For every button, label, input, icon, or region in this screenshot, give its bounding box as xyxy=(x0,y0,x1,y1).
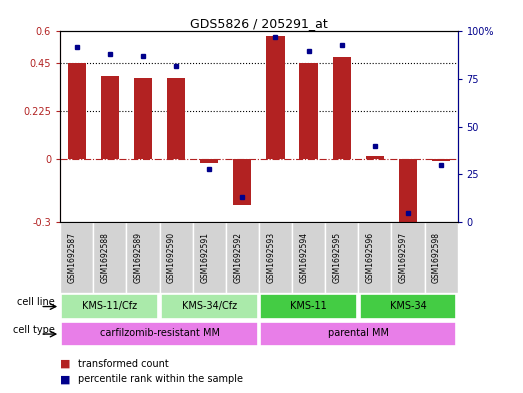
Bar xyxy=(366,156,384,158)
Bar xyxy=(391,222,425,293)
Text: GSM1692597: GSM1692597 xyxy=(399,232,408,283)
Bar xyxy=(226,222,259,293)
Text: KMS-34: KMS-34 xyxy=(390,301,426,311)
Text: GSM1692593: GSM1692593 xyxy=(266,232,276,283)
Bar xyxy=(192,222,226,293)
Bar xyxy=(134,78,152,158)
Text: GSM1692589: GSM1692589 xyxy=(134,232,143,283)
Text: GSM1692588: GSM1692588 xyxy=(101,232,110,283)
Bar xyxy=(260,321,456,347)
Bar xyxy=(93,222,127,293)
Text: KMS-11: KMS-11 xyxy=(290,301,327,311)
Text: KMS-11/Cfz: KMS-11/Cfz xyxy=(82,301,138,311)
Title: GDS5826 / 205291_at: GDS5826 / 205291_at xyxy=(190,17,328,30)
Text: GSM1692592: GSM1692592 xyxy=(233,232,242,283)
Bar xyxy=(200,158,218,163)
Text: carfilzomib-resistant MM: carfilzomib-resistant MM xyxy=(99,329,220,338)
Text: GSM1692595: GSM1692595 xyxy=(333,232,342,283)
Text: ■: ■ xyxy=(60,374,71,384)
Bar xyxy=(62,321,257,347)
Text: GSM1692598: GSM1692598 xyxy=(432,232,441,283)
Bar xyxy=(62,294,158,319)
Text: cell type: cell type xyxy=(13,325,55,335)
Text: GSM1692594: GSM1692594 xyxy=(300,232,309,283)
Text: GSM1692590: GSM1692590 xyxy=(167,232,176,283)
Bar xyxy=(167,78,185,158)
Text: parental MM: parental MM xyxy=(328,329,389,338)
Text: transformed count: transformed count xyxy=(78,358,169,369)
Bar xyxy=(399,158,417,222)
Bar xyxy=(259,222,292,293)
Bar xyxy=(161,294,257,319)
Bar xyxy=(60,222,93,293)
Text: GSM1692596: GSM1692596 xyxy=(366,232,375,283)
Bar xyxy=(432,158,450,161)
Bar xyxy=(300,63,317,158)
Bar xyxy=(127,222,160,293)
Bar xyxy=(292,222,325,293)
Bar xyxy=(333,57,351,158)
Bar xyxy=(101,76,119,158)
Bar xyxy=(266,36,285,158)
Text: GSM1692591: GSM1692591 xyxy=(200,232,209,283)
Bar xyxy=(260,294,357,319)
Bar xyxy=(160,222,192,293)
Bar xyxy=(325,222,358,293)
Bar xyxy=(425,222,458,293)
Text: cell line: cell line xyxy=(17,298,55,307)
Bar xyxy=(67,63,86,158)
Bar xyxy=(360,294,456,319)
Text: ■: ■ xyxy=(60,358,71,369)
Bar xyxy=(233,158,252,205)
Text: percentile rank within the sample: percentile rank within the sample xyxy=(78,374,243,384)
Bar xyxy=(358,222,391,293)
Text: GSM1692587: GSM1692587 xyxy=(67,232,77,283)
Text: KMS-34/Cfz: KMS-34/Cfz xyxy=(181,301,237,311)
